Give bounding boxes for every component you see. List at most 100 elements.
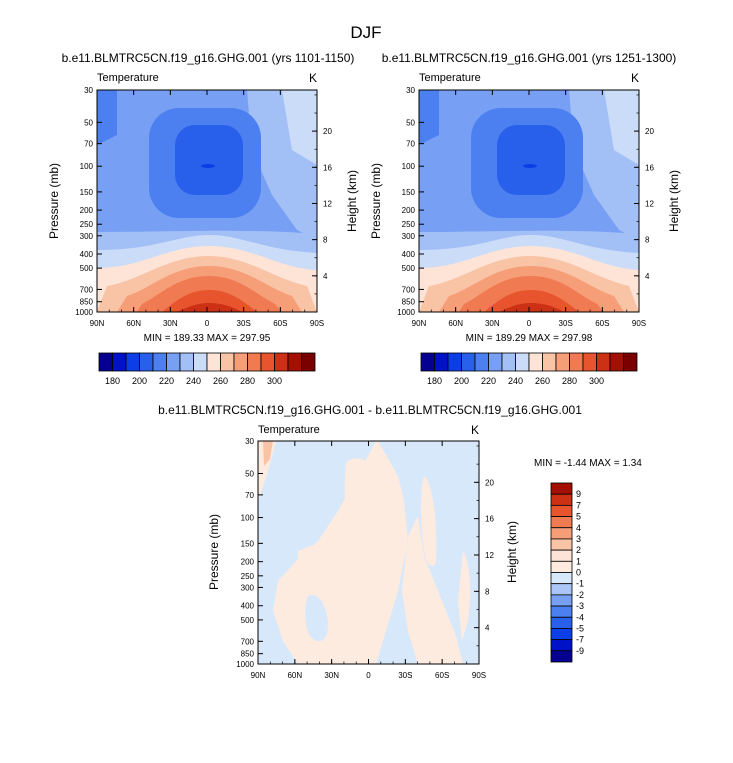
colorbar-swatch xyxy=(550,628,573,641)
colorbar-swatch xyxy=(287,352,302,372)
y2-tick-label: 20 xyxy=(485,478,494,487)
y-tick-label: 200 xyxy=(402,206,416,215)
colorbar-label: 3 xyxy=(576,534,581,544)
colorbar-label: 7 xyxy=(576,500,581,510)
panel-c: b.e11.BLMTRC5CN.f19_g16.GHG.001 - b.e11.… xyxy=(158,403,642,680)
y-tick-label: 50 xyxy=(406,118,415,127)
x-tick-label: 30N xyxy=(485,319,500,328)
y2-tick-label: 8 xyxy=(645,236,650,245)
colorbar-swatch xyxy=(542,352,557,372)
panel-c-title: b.e11.BLMTRC5CN.f19_g16.GHG.001 - b.e11.… xyxy=(158,403,582,417)
colorbar-swatch xyxy=(550,560,573,573)
colorbar-swatch xyxy=(447,352,462,372)
colorbar-label: 220 xyxy=(159,376,174,386)
y-tick-label: 100 xyxy=(241,514,255,523)
colorbar-swatch xyxy=(434,352,449,372)
panel-c-ylabel: Pressure (mb) xyxy=(207,514,221,590)
colorbar-swatch xyxy=(193,352,208,372)
colorbar-label: -1 xyxy=(576,579,584,589)
colorbar-swatch xyxy=(623,352,638,372)
colorbar-swatch xyxy=(609,352,624,372)
y-tick-label: 300 xyxy=(80,232,94,241)
colorbar-swatch xyxy=(596,352,611,372)
colorbar-swatch xyxy=(550,538,573,551)
y-tick-label: 850 xyxy=(402,298,416,307)
x-tick-label: 30S xyxy=(559,319,573,328)
panel-a-title: b.e11.BLMTRC5CN.f19_g16.GHG.001 (yrs 110… xyxy=(62,51,355,65)
y-tick-label: 300 xyxy=(402,232,416,241)
y2-tick-label: 16 xyxy=(645,163,654,172)
colorbar-swatch xyxy=(206,352,221,372)
y2-tick-label: 12 xyxy=(323,199,332,208)
x-tick-label: 0 xyxy=(205,319,210,328)
x-tick-label: 60S xyxy=(595,319,609,328)
y-tick-label: 200 xyxy=(241,558,255,567)
y2-tick-label: 12 xyxy=(485,551,494,560)
y-tick-label: 200 xyxy=(80,206,94,215)
panel-c-left-label: Temperature xyxy=(258,424,320,436)
colorbar-label: 260 xyxy=(213,376,228,386)
panel-c-stats: MIN = -1.44 MAX = 1.34 xyxy=(534,458,642,469)
y2-tick-label: 20 xyxy=(645,127,654,136)
y-tick-label: 30 xyxy=(245,437,254,446)
colorbar-label: 180 xyxy=(105,376,120,386)
colorbar-swatch xyxy=(420,352,435,372)
colorbar-label: 4 xyxy=(576,523,581,533)
panel-c-axes: 90N 60N 30N 0 30S 60S 90S 30 50 70 100 150 200 250 300… xyxy=(236,437,494,680)
colorbar-swatch xyxy=(125,352,140,372)
panel-a-left-label: Temperature xyxy=(97,72,159,84)
y-tick-label: 70 xyxy=(406,140,415,149)
colorbar-label: 240 xyxy=(186,376,201,386)
panel-b: b.e11.BLMTRC5CN.f19_g16.GHG.001 (yrs 125… xyxy=(369,51,681,386)
colorbar-swatch xyxy=(555,352,570,372)
x-tick-label: 90N xyxy=(90,319,105,328)
colorbar-swatch xyxy=(301,352,316,372)
colorbar-label: 2 xyxy=(576,545,581,555)
x-tick-label: 0 xyxy=(366,671,371,680)
colorbar-label: 240 xyxy=(508,376,523,386)
colorbar-swatch xyxy=(550,504,573,517)
x-tick-label: 60N xyxy=(448,319,463,328)
x-tick-label: 90S xyxy=(310,319,324,328)
colorbar-label: -9 xyxy=(576,646,584,656)
y-tick-label: 150 xyxy=(80,188,94,197)
colorbar-swatch xyxy=(550,549,573,562)
colorbar-swatch xyxy=(528,352,543,372)
panel-b-ylabel: Pressure (mb) xyxy=(369,163,383,239)
panel-b-plot xyxy=(419,90,639,312)
y2-tick-label: 4 xyxy=(485,624,490,633)
panel-b-title: b.e11.BLMTRC5CN.f19_g16.GHG.001 (yrs 125… xyxy=(382,51,677,65)
colorbar-label: 300 xyxy=(267,376,282,386)
colorbar-swatch xyxy=(550,516,573,529)
colorbar-label: 280 xyxy=(562,376,577,386)
y-tick-label: 100 xyxy=(80,162,94,171)
x-tick-label: 30S xyxy=(398,671,412,680)
colorbar-swatch xyxy=(152,352,167,372)
colorbar-swatch xyxy=(550,482,573,495)
y2-tick-label: 16 xyxy=(323,163,332,172)
colorbar-swatch xyxy=(550,616,573,629)
y2-tick-label: 4 xyxy=(323,272,328,281)
panel-b-stats: MIN = 189.29 MAX = 297.98 xyxy=(466,333,593,344)
y-tick-label: 700 xyxy=(402,285,416,294)
x-tick-label: 90N xyxy=(412,319,427,328)
colorbar-label: 180 xyxy=(427,376,442,386)
x-tick-label: 60N xyxy=(287,671,302,680)
colorbar-label: 5 xyxy=(576,512,581,522)
colorbar-label: -3 xyxy=(576,601,584,611)
colorbar-swatch xyxy=(260,352,275,372)
colorbar-swatch xyxy=(274,352,289,372)
x-tick-label: 30N xyxy=(324,671,339,680)
y-tick-label: 50 xyxy=(84,118,93,127)
panel-b-right-label: K xyxy=(631,71,639,85)
y-tick-label: 700 xyxy=(80,285,94,294)
x-tick-label: 30N xyxy=(163,319,178,328)
y2-tick-label: 16 xyxy=(485,515,494,524)
y2-tick-label: 8 xyxy=(323,236,328,245)
colorbar-swatch xyxy=(488,352,503,372)
colorbar-swatch xyxy=(550,572,573,585)
y-tick-label: 70 xyxy=(84,140,93,149)
x-tick-label: 90S xyxy=(472,671,486,680)
colorbar-swatch xyxy=(550,527,573,540)
